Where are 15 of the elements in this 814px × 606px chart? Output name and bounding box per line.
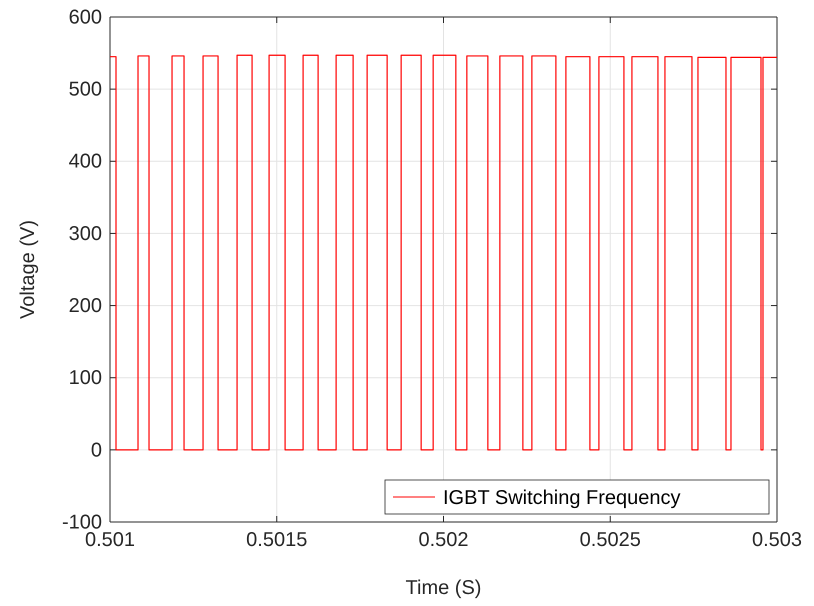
y-tick-label: 500 xyxy=(68,78,102,101)
y-tick-label: 0 xyxy=(90,439,102,462)
x-tick-label: 0.5015 xyxy=(246,529,308,552)
y-tick-label: 300 xyxy=(68,222,102,245)
x-axis-title: Time (S) xyxy=(406,577,482,599)
y-tick-label: 400 xyxy=(68,150,102,173)
x-tick-label: 0.502 xyxy=(418,529,469,552)
y-tick-label: 100 xyxy=(68,367,102,390)
y-tick-label: 200 xyxy=(68,294,102,317)
legend-label: IGBT Switching Frequency xyxy=(443,487,681,509)
line-series xyxy=(109,54,778,450)
x-tick-label: 0.5025 xyxy=(580,529,641,552)
y-axis-title: Voltage (V) xyxy=(17,220,39,319)
y-tick-label: 600 xyxy=(68,6,102,28)
x-tick-label: 0.503 xyxy=(752,529,802,552)
